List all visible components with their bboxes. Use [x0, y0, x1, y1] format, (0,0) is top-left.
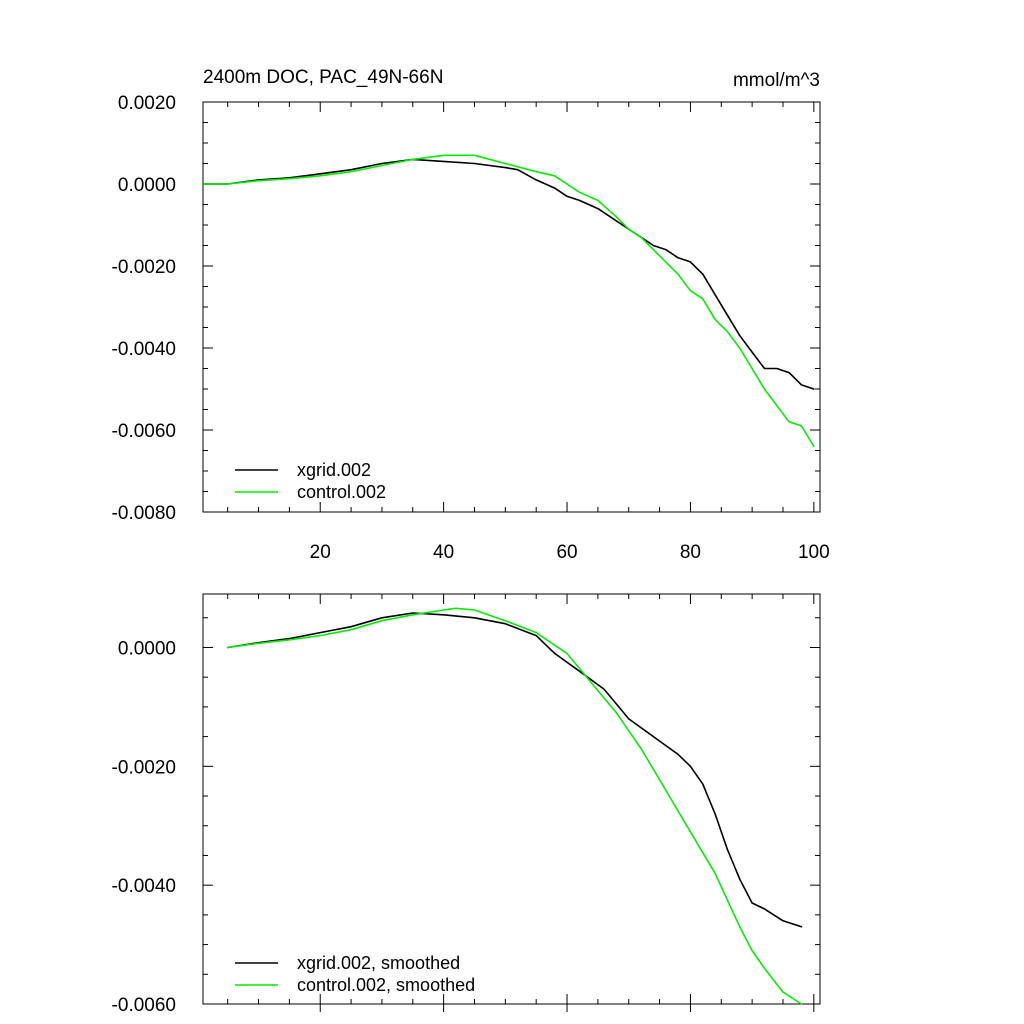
y-tick-label: -0.0040 [112, 876, 176, 897]
y-tick-label: -0.0080 [112, 503, 176, 524]
legend-label: xgrid.002, smoothed [297, 953, 460, 973]
series-line-control [226, 607, 803, 1005]
x-tick-label: 100 [798, 542, 830, 563]
bottom-panel: 0.0000 -0.0020 -0.0040 -0.0060 xgrid.002, sm… [112, 593, 821, 1016]
top-chart-title: 2400m DOC, PAC_49N-66N [203, 67, 443, 88]
y-tick-label: -0.0060 [112, 995, 176, 1016]
x-tick-label: 80 [680, 542, 701, 563]
top-panel: 2400m DOC, PAC_49N-66N mmol/m^3 20 40 60 80… [112, 67, 830, 563]
top-chart-units: mmol/m^3 [733, 70, 820, 91]
y-tick-label: -0.0060 [112, 421, 176, 442]
series-line-xgrid [226, 612, 803, 928]
legend-label: control.002 [297, 482, 386, 502]
legend-label: control.002, smoothed [297, 975, 475, 995]
plot-frame [202, 101, 821, 513]
y-tick-label: -0.0020 [112, 257, 176, 278]
x-tick-label: 40 [433, 542, 454, 563]
y-tick-label: 0.0000 [118, 175, 176, 196]
series-line-xgrid [202, 158, 815, 390]
y-tick-label: -0.0040 [112, 339, 176, 360]
y-tick-label: 0.0020 [118, 93, 176, 114]
legend-label: xgrid.002 [297, 460, 371, 480]
x-tick-label: 20 [310, 542, 331, 563]
x-tick-label: 60 [556, 542, 577, 563]
series-line-control [202, 154, 815, 448]
plot-frame [202, 593, 821, 1005]
y-tick-label: -0.0020 [112, 757, 176, 778]
y-tick-label: 0.0000 [118, 638, 176, 659]
